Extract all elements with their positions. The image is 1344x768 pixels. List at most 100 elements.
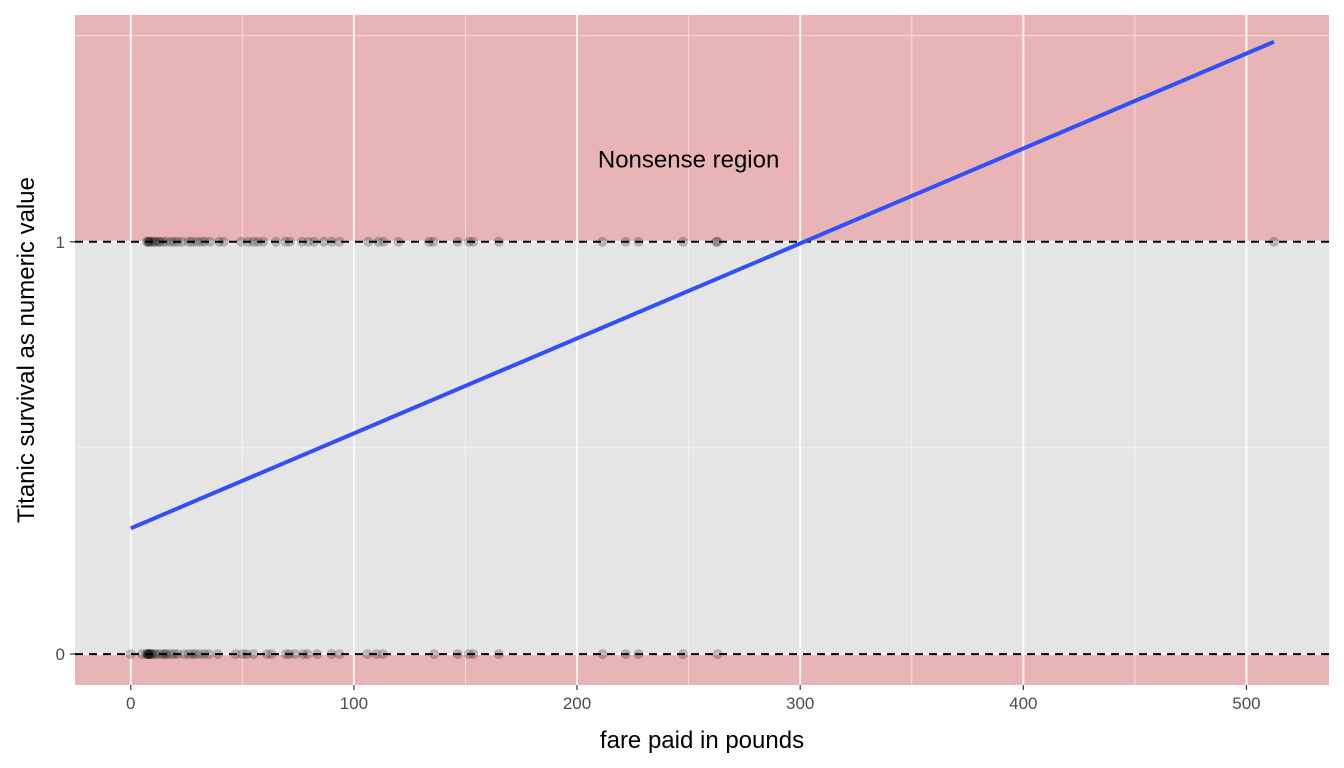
data-point xyxy=(373,236,384,247)
data-point xyxy=(270,236,281,247)
data-point xyxy=(620,236,631,247)
data-point xyxy=(125,649,136,660)
data-point xyxy=(136,649,147,660)
data-points xyxy=(125,236,1279,660)
y-tick-label: 0 xyxy=(56,645,65,664)
data-point xyxy=(153,236,164,247)
data-point xyxy=(429,649,440,660)
data-point xyxy=(280,236,291,247)
data-point xyxy=(468,649,479,660)
data-point xyxy=(191,236,202,247)
data-point xyxy=(248,649,259,660)
data-point xyxy=(309,236,320,247)
data-point xyxy=(218,236,229,247)
data-point xyxy=(463,649,474,660)
data-point xyxy=(143,236,154,247)
data-point xyxy=(334,649,345,660)
data-point xyxy=(199,649,210,660)
data-point xyxy=(177,236,188,247)
gridlines xyxy=(75,15,1329,685)
y-axis-ticks: 01 xyxy=(56,233,75,664)
data-point xyxy=(1268,236,1279,247)
data-point xyxy=(204,236,215,247)
data-point xyxy=(187,236,198,247)
x-tick-label: 300 xyxy=(786,694,814,713)
shaded-region-0 xyxy=(75,15,1329,242)
regression-line xyxy=(129,39,1275,531)
data-point xyxy=(230,649,241,660)
data-point xyxy=(371,649,382,660)
data-point xyxy=(143,649,154,660)
data-point xyxy=(284,649,295,660)
data-point xyxy=(280,649,291,660)
data-point xyxy=(312,649,323,660)
data-point xyxy=(150,236,161,247)
data-point xyxy=(712,236,723,247)
data-point xyxy=(199,236,210,247)
data-point xyxy=(468,236,479,247)
data-point xyxy=(158,236,169,247)
data-point xyxy=(149,649,160,660)
data-point xyxy=(712,649,723,660)
data-point xyxy=(169,236,180,247)
data-point xyxy=(326,236,337,247)
shaded-regions xyxy=(75,15,1329,685)
data-point xyxy=(172,649,183,660)
data-point xyxy=(377,649,388,660)
data-point xyxy=(146,649,157,660)
data-point xyxy=(597,649,608,660)
data-point xyxy=(258,236,269,247)
data-point xyxy=(428,236,439,247)
data-point xyxy=(243,236,254,247)
data-point xyxy=(214,236,225,247)
data-point xyxy=(236,236,247,247)
data-point xyxy=(424,236,435,247)
data-point xyxy=(326,649,337,660)
data-point xyxy=(303,236,314,247)
data-point xyxy=(183,649,194,660)
data-point xyxy=(633,649,644,660)
data-point xyxy=(154,649,165,660)
data-point xyxy=(296,236,307,247)
data-point xyxy=(187,649,198,660)
data-point xyxy=(165,649,176,660)
data-point xyxy=(261,649,272,660)
x-tick-label: 100 xyxy=(340,694,368,713)
x-tick-label: 200 xyxy=(563,694,591,713)
data-point xyxy=(452,236,463,247)
x-axis-ticks: 0 100 200 300 400 500 xyxy=(126,685,1261,713)
data-point xyxy=(362,649,373,660)
data-point xyxy=(179,649,190,660)
data-point xyxy=(334,236,345,247)
x-tick-label: 0 xyxy=(126,694,135,713)
fit-line xyxy=(129,39,1275,531)
data-point xyxy=(165,236,176,247)
data-point xyxy=(203,649,214,660)
data-point xyxy=(143,649,154,660)
data-point xyxy=(183,236,194,247)
shaded-region-1 xyxy=(75,654,1329,685)
data-point xyxy=(172,236,183,247)
data-point xyxy=(493,236,504,247)
y-axis-title: Titanic survival as numeric value xyxy=(13,177,40,523)
data-point xyxy=(711,236,722,247)
data-point xyxy=(633,236,644,247)
data-point xyxy=(196,236,207,247)
data-point xyxy=(144,649,155,660)
x-tick-label: 400 xyxy=(1009,694,1037,713)
x-tick-label: 500 xyxy=(1232,694,1260,713)
data-point xyxy=(298,649,309,660)
data-point xyxy=(289,649,300,660)
data-point xyxy=(363,236,374,247)
data-point xyxy=(452,649,463,660)
data-point xyxy=(284,236,295,247)
data-point xyxy=(248,236,259,247)
data-point xyxy=(143,649,154,660)
data-point xyxy=(161,236,172,247)
data-point xyxy=(161,649,172,660)
data-point xyxy=(141,236,152,247)
data-point xyxy=(194,649,205,660)
data-point xyxy=(151,649,162,660)
data-point xyxy=(144,236,155,247)
data-point xyxy=(378,236,389,247)
